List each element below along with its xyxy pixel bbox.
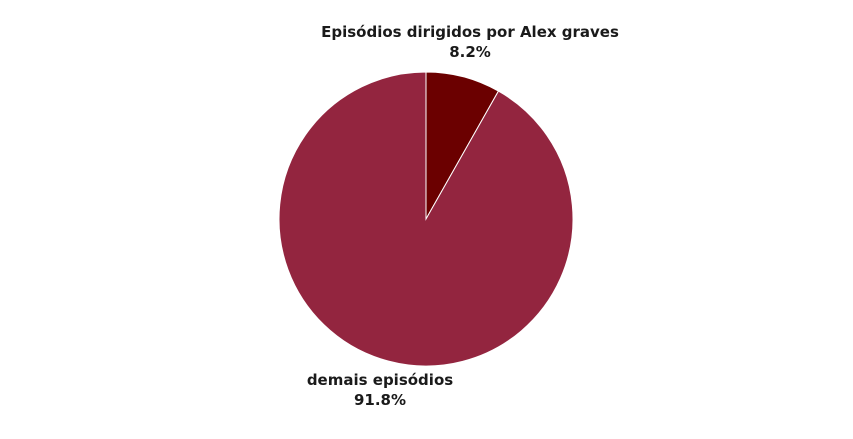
slice-label-other-episodes-percent: 91.8% <box>353 391 407 409</box>
slice-label-alex-graves-percent: 8.2% <box>449 43 491 61</box>
slice-label-other-episodes-name: demais episódios <box>306 371 454 389</box>
pie-slice-other-episodes <box>278 71 574 367</box>
slice-label-alex-graves-name: Episódios dirigidos por Alex graves <box>321 23 619 41</box>
slice-label-other-episodes: demais episódios 91.8% <box>307 370 453 410</box>
slice-label-alex-graves: Episódios dirigidos por Alex graves 8.2% <box>321 22 619 62</box>
